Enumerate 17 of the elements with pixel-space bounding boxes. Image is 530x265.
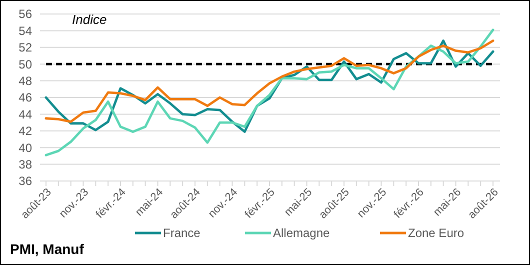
- y-tick-label: 56: [18, 7, 32, 22]
- y-tick-label: 50: [18, 57, 32, 72]
- y-tick-label: 54: [18, 24, 32, 38]
- text: PMI, Manuf: [10, 241, 84, 257]
- y-tick-label: 48: [18, 74, 32, 88]
- legend-label: Allemagne: [273, 226, 330, 240]
- y-tick-label: 42: [18, 124, 32, 138]
- y-tick-label: 40: [18, 140, 32, 155]
- y-tick-label: 36: [18, 174, 32, 188]
- legend-label: France: [163, 226, 201, 240]
- y-tick-label: 52: [18, 40, 32, 55]
- annotation: Indice: [72, 12, 107, 27]
- y-tick-label: 46: [18, 90, 32, 105]
- y-tick-label: 38: [18, 158, 32, 172]
- line-series: [44, 28, 494, 156]
- y-tick-label: 44: [18, 107, 32, 122]
- legend-label: Zone Euro: [408, 226, 464, 240]
